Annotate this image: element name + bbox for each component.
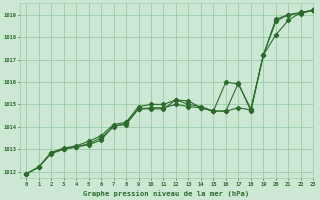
X-axis label: Graphe pression niveau de la mer (hPa): Graphe pression niveau de la mer (hPa) (84, 190, 250, 197)
